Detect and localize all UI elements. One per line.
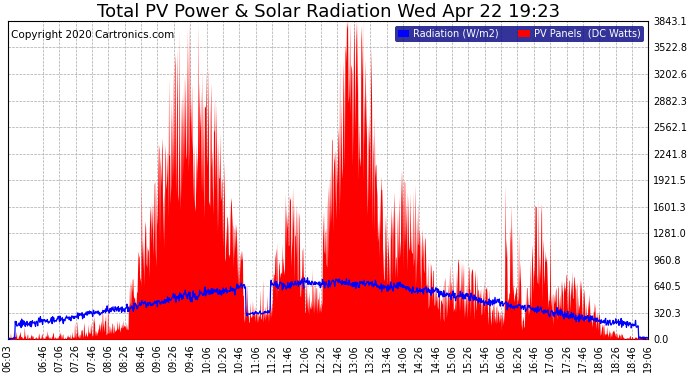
Title: Total PV Power & Solar Radiation Wed Apr 22 19:23: Total PV Power & Solar Radiation Wed Apr… (97, 3, 560, 21)
Text: Copyright 2020 Cartronics.com: Copyright 2020 Cartronics.com (11, 30, 175, 40)
Legend: Radiation (W/m2), PV Panels  (DC Watts): Radiation (W/m2), PV Panels (DC Watts) (395, 26, 644, 42)
